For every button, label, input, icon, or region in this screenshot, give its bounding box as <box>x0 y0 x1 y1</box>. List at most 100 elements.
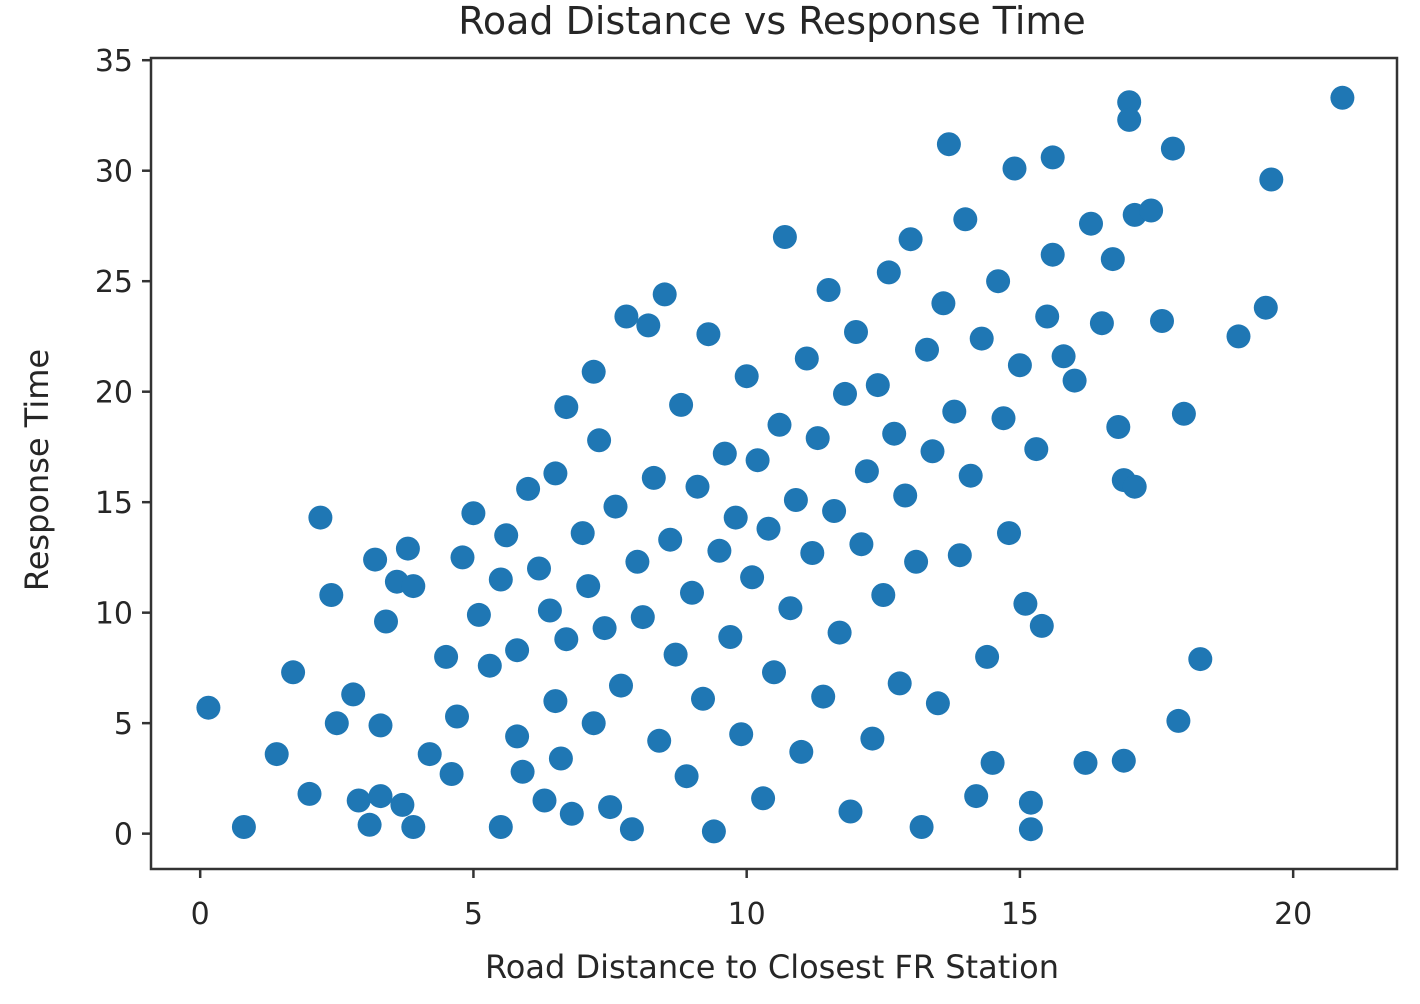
data-point <box>860 726 885 751</box>
data-point <box>434 644 459 669</box>
data-point <box>691 686 715 711</box>
data-point <box>609 673 633 698</box>
data-point <box>909 815 934 839</box>
data-point <box>925 691 950 716</box>
data-point <box>1330 85 1355 110</box>
y-tick-label: 35 <box>95 44 133 79</box>
data-point <box>581 359 606 384</box>
data-point <box>543 689 568 714</box>
data-point <box>1018 790 1043 815</box>
y-tick-label: 20 <box>95 376 133 411</box>
data-point <box>669 392 694 417</box>
data-point <box>920 439 945 464</box>
data-point <box>614 304 639 329</box>
data-point <box>1117 90 1142 115</box>
data-point <box>461 501 486 526</box>
data-point <box>887 671 912 696</box>
data-point <box>723 505 748 530</box>
y-tick-label: 0 <box>114 818 133 853</box>
data-point <box>805 426 830 451</box>
data-point <box>554 395 579 420</box>
data-point <box>1122 474 1147 499</box>
data-point <box>701 819 726 844</box>
data-point <box>707 538 732 563</box>
data-point <box>1013 591 1038 616</box>
data-point <box>297 781 322 806</box>
data-point <box>1160 136 1185 161</box>
data-point <box>641 465 666 490</box>
data-point <box>390 792 415 817</box>
chart-title: Road Distance vs Response Time <box>458 0 1086 43</box>
y-tick-label: 30 <box>95 155 133 190</box>
data-point <box>559 801 584 826</box>
data-point <box>865 373 890 398</box>
data-point <box>363 547 388 572</box>
data-point <box>734 364 759 389</box>
data-point <box>450 545 475 570</box>
data-point <box>849 532 874 557</box>
data-point <box>1166 708 1191 733</box>
data-point <box>898 227 923 252</box>
data-point <box>980 750 1005 775</box>
data-point <box>696 322 721 347</box>
data-point <box>341 682 366 707</box>
y-tick-label: 5 <box>114 707 133 742</box>
data-point <box>647 728 672 753</box>
data-point <box>548 746 573 771</box>
x-axis-ticks: 0 5 10 15 20 <box>191 869 1312 932</box>
data-point <box>1007 353 1032 378</box>
data-point <box>581 711 606 736</box>
data-point <box>439 762 464 786</box>
data-point <box>554 627 579 652</box>
data-point <box>488 815 513 839</box>
y-tick-label: 25 <box>95 265 133 300</box>
data-point <box>488 567 513 592</box>
data-point <box>1089 311 1114 336</box>
data-point <box>833 381 857 406</box>
data-point <box>822 499 847 523</box>
data-point <box>636 313 661 338</box>
data-point <box>1051 344 1076 369</box>
data-point <box>466 602 491 627</box>
data-point <box>969 326 994 351</box>
data-point <box>1040 145 1065 170</box>
data-point <box>964 784 989 809</box>
data-point <box>527 556 551 581</box>
data-point <box>844 320 868 344</box>
data-point <box>1079 211 1103 236</box>
data-point <box>751 786 776 811</box>
data-point <box>1171 401 1196 426</box>
data-point <box>712 441 737 466</box>
data-point <box>685 474 710 499</box>
data-point <box>1029 613 1054 638</box>
data-point <box>516 476 541 501</box>
y-axis-ticks: 0 5 10 15 20 25 30 35 <box>95 44 151 853</box>
data-point <box>1024 437 1049 462</box>
data-point <box>931 291 956 316</box>
data-point <box>494 523 519 548</box>
x-tick-label: 0 <box>191 897 210 932</box>
data-point <box>1150 309 1174 333</box>
data-point <box>445 704 469 729</box>
data-point <box>477 653 502 678</box>
data-points <box>196 85 1355 844</box>
data-point <box>986 269 1011 294</box>
data-point <box>1100 247 1125 272</box>
y-tick-label: 10 <box>95 597 133 632</box>
data-point <box>767 412 792 437</box>
x-tick-label: 20 <box>1274 897 1312 932</box>
y-axis-label: Response Time <box>18 349 56 591</box>
data-point <box>789 739 814 764</box>
data-point <box>893 483 918 508</box>
data-point <box>374 609 398 634</box>
data-point <box>505 638 530 663</box>
data-point <box>953 207 978 232</box>
data-point <box>576 574 601 599</box>
data-point <box>1139 198 1164 223</box>
data-point <box>630 605 655 630</box>
data-point <box>936 132 961 157</box>
data-point <box>1111 748 1136 773</box>
data-point <box>196 695 221 720</box>
data-point <box>1106 415 1131 439</box>
data-point <box>1117 107 1142 132</box>
